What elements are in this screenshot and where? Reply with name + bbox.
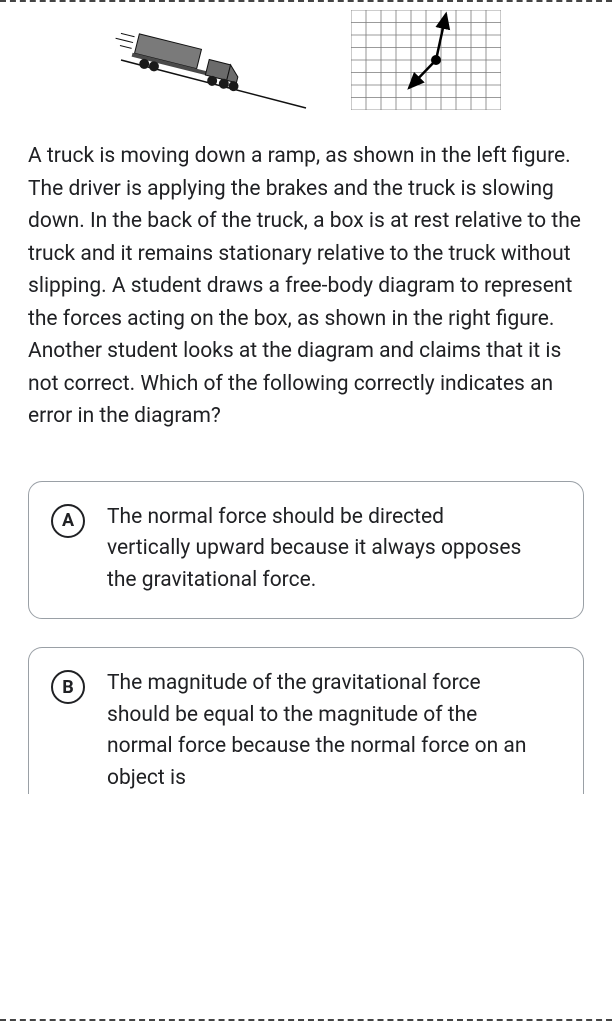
free-body-diagram-figure	[351, 10, 501, 110]
option-b[interactable]: B The magnitude of the gravitational for…	[28, 647, 584, 794]
dashed-border-bottom	[0, 1019, 612, 1021]
dashed-border-top	[0, 0, 612, 2]
options-list: A The normal force should be directed ve…	[0, 481, 612, 795]
option-text-b: The magnitude of the gravitational force…	[107, 668, 561, 794]
question-text: A truck is moving down a ramp, as shown …	[0, 140, 612, 433]
option-a[interactable]: A The normal force should be directed ve…	[28, 481, 584, 620]
figure-row	[0, 0, 612, 140]
option-letter-b: B	[51, 670, 85, 704]
truck-on-ramp-figure	[111, 20, 311, 110]
option-letter-a: A	[51, 504, 85, 538]
option-text-a: The normal force should be directed vert…	[107, 502, 561, 597]
